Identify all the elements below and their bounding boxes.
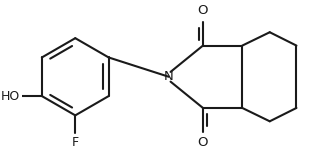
Text: O: O [198,136,208,149]
Text: O: O [198,4,208,17]
Text: F: F [72,136,79,149]
Text: N: N [164,70,174,83]
Text: HO: HO [0,89,20,103]
